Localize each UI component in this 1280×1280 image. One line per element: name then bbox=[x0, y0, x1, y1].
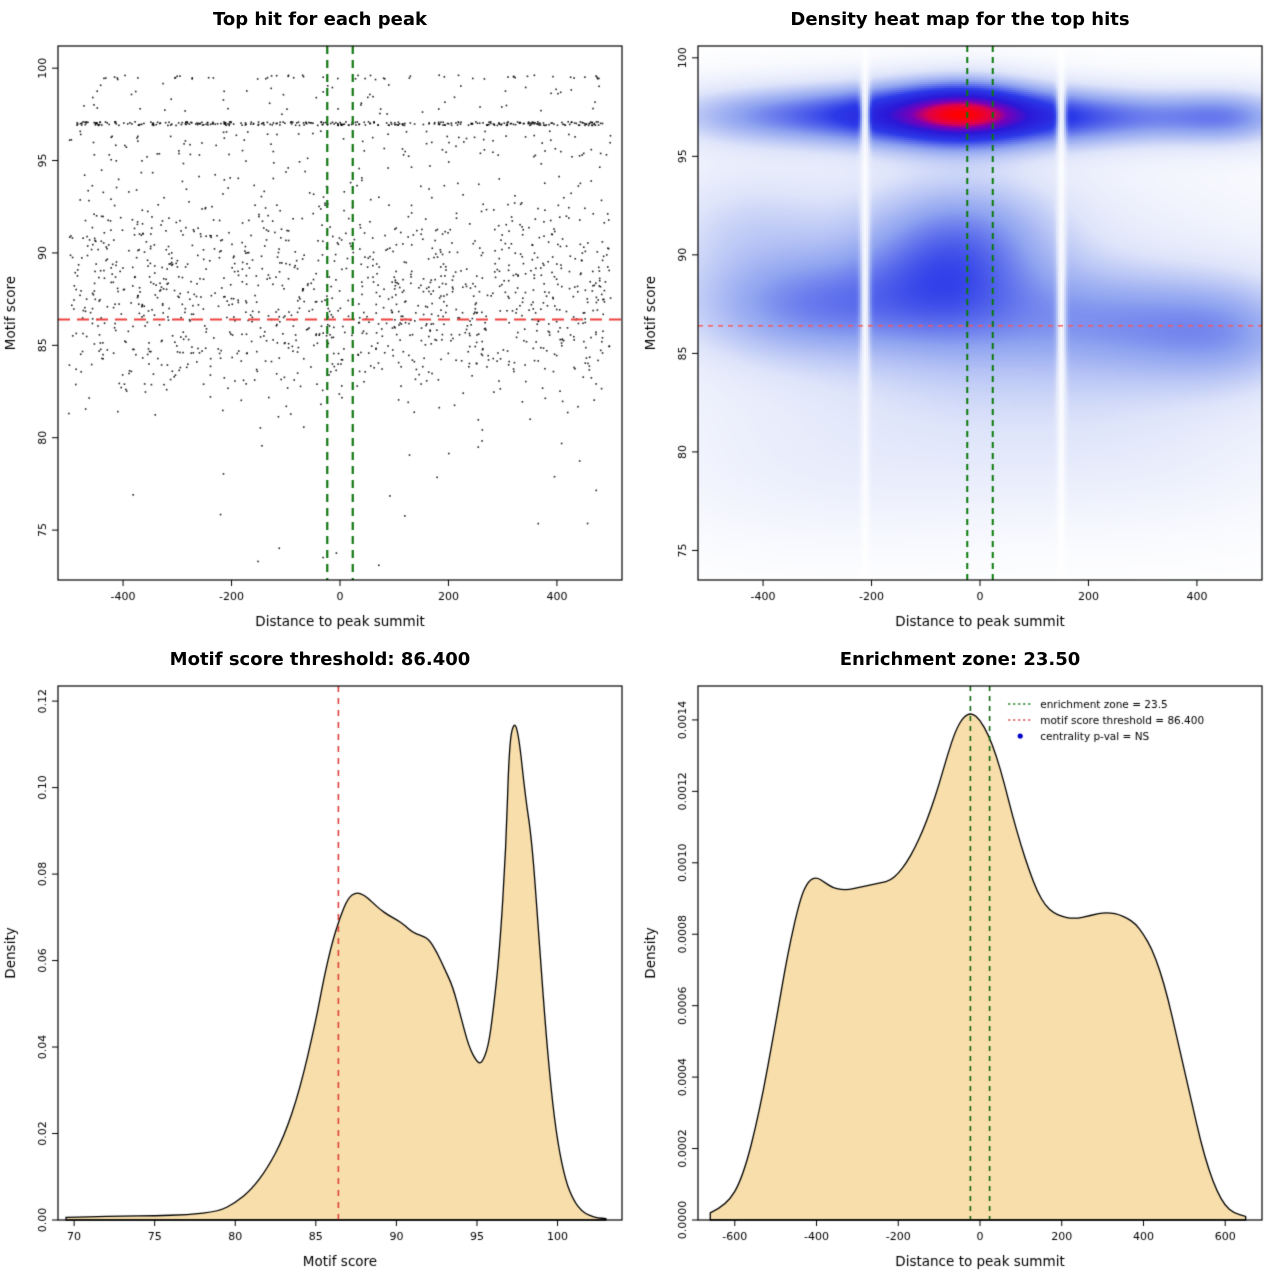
heatmap-canvas bbox=[640, 36, 1280, 640]
scatter-title: Top hit for each peak bbox=[213, 9, 427, 30]
motif-density-title: Motif score threshold: 86.400 bbox=[169, 649, 471, 670]
scatter-plot-canvas bbox=[0, 36, 640, 640]
motif-density-canvas bbox=[0, 676, 640, 1280]
panel-motif-score-density: Motif score threshold: 86.400 bbox=[0, 640, 640, 1280]
heatmap-title: Density heat map for the top hits bbox=[790, 9, 1130, 30]
panel-enrichment-zone-density: Enrichment zone: 23.50 bbox=[640, 640, 1280, 1280]
panel-density-heatmap: Density heat map for the top hits bbox=[640, 0, 1280, 640]
enrichment-title: Enrichment zone: 23.50 bbox=[839, 649, 1081, 670]
panel-top-hits-scatter: Top hit for each peak bbox=[0, 0, 640, 640]
distance-density-canvas bbox=[640, 676, 1280, 1280]
